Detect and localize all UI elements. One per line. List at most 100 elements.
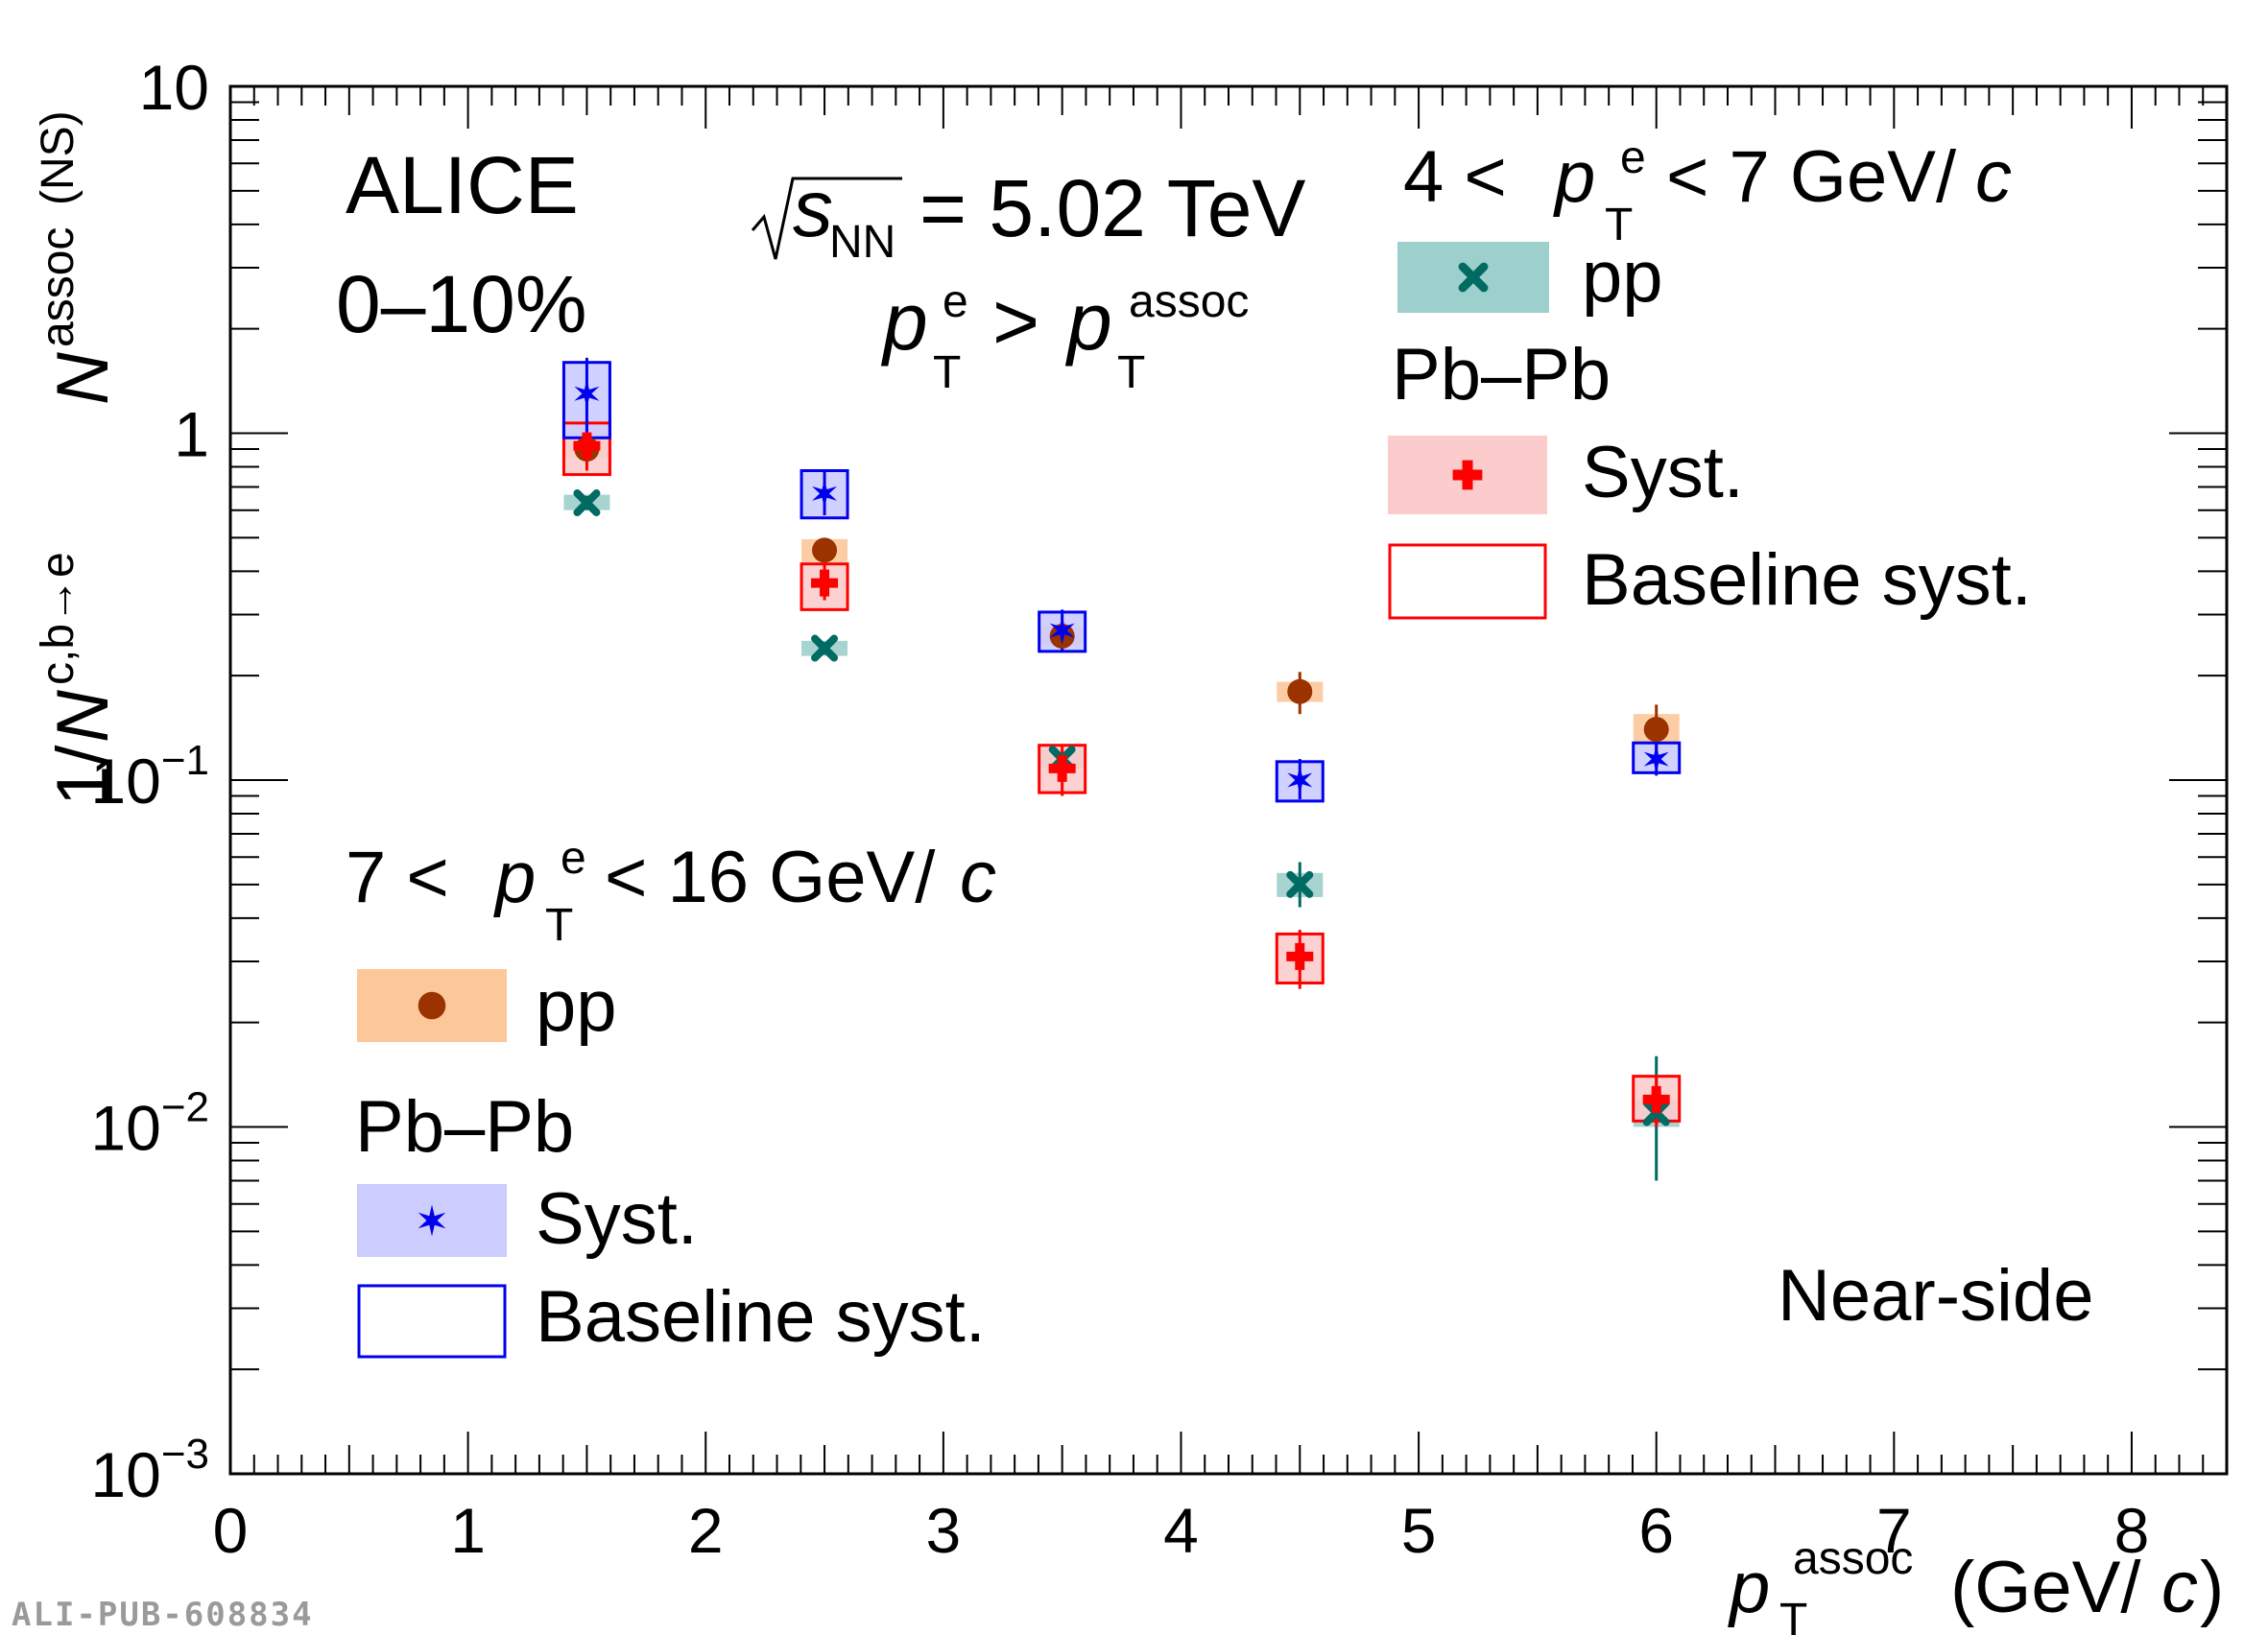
svg-text:e: e	[561, 833, 586, 884]
legend-pbpb-4-7-baseline-box	[1388, 543, 1547, 620]
y-tick-label: 10−2	[90, 1084, 209, 1164]
svg-text:assoc: assoc	[33, 227, 84, 347]
energy-label: s NN = 5.02 TeV	[751, 163, 1305, 268]
selection-b: p	[1064, 276, 1112, 367]
svg-text:(GeV/: (GeV/	[1950, 1547, 2141, 1628]
legend-pp-4-7-point	[1458, 262, 1489, 293]
legend-4-7-title: 4 < p T e < 7 GeV/ c	[1403, 132, 2012, 250]
svg-text:4 <: 4 <	[1403, 136, 1507, 218]
experiment-label: ALICE	[346, 140, 579, 230]
pbpb_7_16-point	[812, 479, 837, 509]
legend-pbpb-4-7-marker	[1452, 460, 1483, 490]
y-axis-title: 1/ N c,b→e N assoc (NS)	[33, 110, 124, 806]
pp_4_7-point	[1286, 870, 1314, 898]
x-tick-labels: 0 1 2 3 4 5 6 7 8	[213, 1495, 2150, 1566]
selection-a-sub: T	[933, 347, 961, 398]
legend-pbpb-7-16-heading: Pb–Pb	[355, 1086, 574, 1168]
axis-ticks	[229, 85, 2228, 1475]
centrality-label: 0–10%	[336, 259, 587, 349]
pp_7_16-point	[812, 537, 838, 563]
x-tick-label: 8	[2114, 1495, 2150, 1566]
svg-text:T: T	[545, 900, 573, 951]
pbpb_7_16-point	[574, 379, 600, 409]
svg-text:T: T	[1605, 200, 1633, 250]
legend-pbpb-4-7-baseline-label: Baseline syst.	[1582, 539, 2032, 621]
svg-text:(NS): (NS)	[33, 110, 84, 205]
x-tick-label: 6	[1638, 1495, 1674, 1566]
legend-pp-7-16-marker	[418, 991, 446, 1020]
svg-text:p: p	[1553, 136, 1595, 218]
x-tick-label: 5	[1401, 1495, 1437, 1566]
selection-a: p	[880, 276, 928, 367]
data-marks	[561, 357, 1682, 1181]
x-tick-label: 0	[213, 1495, 249, 1566]
legend-pbpb-7-16-point	[418, 1204, 446, 1237]
selection-b-sup: assoc	[1129, 276, 1249, 327]
pbpb_7_16-point	[1049, 616, 1075, 646]
x-tick-label: 3	[925, 1495, 961, 1566]
pbpb_4_7-point	[573, 432, 601, 460]
legend-pbpb-4-7-point	[1452, 460, 1483, 490]
pp_4_7-point	[573, 489, 601, 517]
selection-a-sup: e	[943, 276, 968, 327]
svg-text:p: p	[493, 837, 536, 918]
selection-op: >	[992, 276, 1039, 367]
legend-pbpb-4-7-syst-label: Syst.	[1582, 432, 1744, 513]
publication-id: ALI-PUB-608834	[12, 1596, 314, 1634]
svg-text:p: p	[1728, 1547, 1770, 1628]
legend-pbpb-7-16-marker	[418, 1204, 446, 1237]
svg-text:e: e	[1620, 132, 1646, 183]
svg-text:c: c	[1975, 136, 2012, 218]
pp_7_16-point	[1287, 678, 1313, 704]
svg-text:1/: 1/	[42, 745, 124, 806]
y-tick-label: 10−1	[90, 737, 209, 817]
svg-text:N: N	[42, 690, 124, 743]
legend-pbpb-7-16-baseline-box	[357, 1284, 507, 1359]
pbpb_4_7-point	[811, 569, 839, 597]
svg-text:c: c	[2161, 1547, 2198, 1628]
legend-pbpb-4-7-heading: Pb–Pb	[1392, 334, 1611, 415]
x-axis-title: p T assoc (GeV/ c )	[1728, 1533, 2224, 1635]
x-tick-label: 2	[688, 1495, 724, 1566]
pp_4_7-point	[811, 634, 839, 662]
x-tick-label: 7	[1876, 1495, 1912, 1566]
energy-subscript: NN	[829, 217, 895, 268]
legend-pp-4-7-marker	[1458, 262, 1489, 293]
legend-4-7: 4 < p T e < 7 GeV/ c pp Pb–Pb Syst. Base…	[1388, 132, 2032, 621]
svg-text:< 16 GeV/: < 16 GeV/	[605, 837, 936, 918]
legend-pbpb-7-16-baseline-label: Baseline syst.	[536, 1276, 986, 1358]
x-tick-label: 4	[1163, 1495, 1199, 1566]
y-tick-label: 10	[139, 52, 209, 123]
svg-text:assoc: assoc	[1793, 1533, 1913, 1584]
selection-b-sub: T	[1117, 347, 1145, 398]
legend-7-16: 7 < p T e < 16 GeV/ c pp Pb–Pb Syst. Bas…	[346, 833, 996, 1359]
legend-pp-7-16-label: pp	[536, 965, 617, 1047]
legend-pbpb-7-16-syst-label: Syst.	[536, 1178, 698, 1260]
selection-label: p T e > p T assoc	[880, 276, 1249, 398]
sqrt-sign-icon	[751, 177, 902, 260]
pbpb_4_7-point	[1642, 1085, 1670, 1113]
svg-text:): )	[2200, 1547, 2224, 1628]
svg-text:c,b→e: c,b→e	[33, 552, 84, 685]
pp_7_16-point	[1643, 717, 1669, 743]
pbpb_7_16-point	[1643, 745, 1669, 774]
energy-s: s	[793, 163, 833, 253]
svg-text:< 7 GeV/: < 7 GeV/	[1666, 136, 1957, 218]
energy-value: = 5.02 TeV	[919, 163, 1305, 253]
svg-text:7 <: 7 <	[346, 837, 449, 918]
pbpb_4_7-point	[1286, 942, 1314, 970]
region-label: Near-side	[1778, 1255, 2093, 1337]
pbpb_7_16-point	[1287, 766, 1313, 794]
legend-pp-7-16-point	[418, 991, 446, 1020]
x-tick-label: 1	[450, 1495, 486, 1566]
y-tick-labels: 10−3 10−2 10−1 1 10	[90, 52, 209, 1510]
svg-text:c: c	[960, 837, 996, 918]
pbpb_4_7-point	[1048, 754, 1076, 782]
legend-7-16-title: 7 < p T e < 16 GeV/ c	[346, 833, 996, 951]
y-tick-label: 10−3	[90, 1431, 209, 1510]
y-tick-label: 1	[174, 399, 209, 470]
legend-pp-4-7-label: pp	[1582, 236, 1663, 318]
svg-text:T: T	[1779, 1595, 1807, 1635]
svg-text:N: N	[42, 352, 124, 405]
